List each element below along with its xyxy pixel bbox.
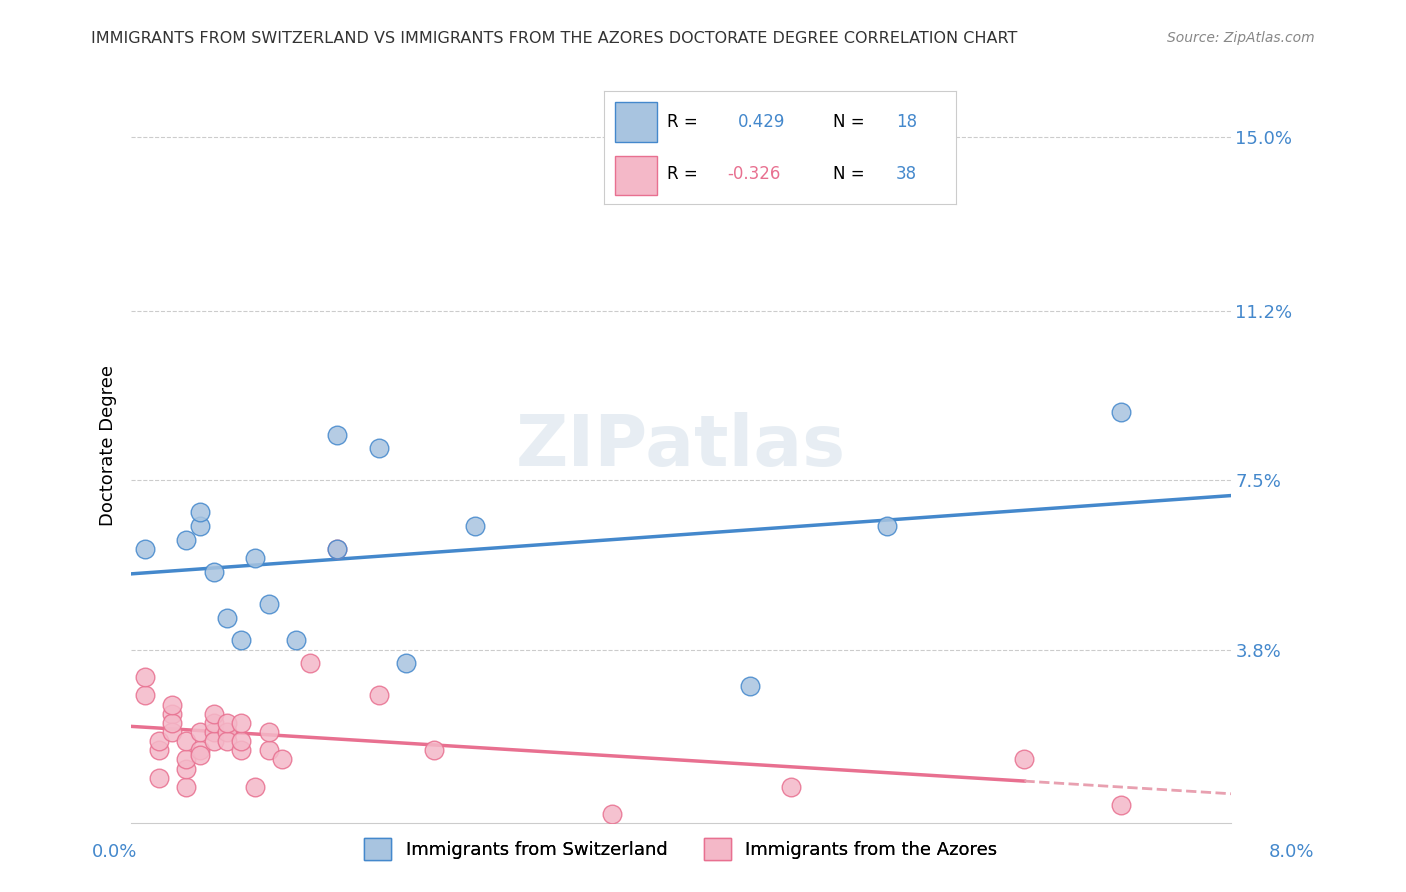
Point [326,541,349,556]
Legend: Immigrants from Switzerland, Immigrants from the Azores: Immigrants from Switzerland, Immigrants … [357,830,1005,867]
Point [188,505,211,519]
Point [422,743,444,757]
Text: 0.0%: 0.0% [91,843,136,861]
Text: 8.0%: 8.0% [1270,843,1315,861]
Point [326,427,349,442]
Point [1014,752,1036,766]
Point [174,533,197,547]
Point [600,807,623,822]
Point [162,715,184,730]
Point [148,771,170,785]
Point [779,780,801,794]
Point [464,519,486,533]
Point [148,743,170,757]
Point [1109,798,1132,813]
Point [217,610,239,624]
Point [326,541,349,556]
Point [738,679,761,693]
Text: ZIPatlas: ZIPatlas [516,411,846,481]
Point [162,706,184,721]
Point [298,657,321,671]
Y-axis label: Doctorate Degree: Doctorate Degree [100,366,117,526]
Point [217,715,239,730]
Point [188,743,211,757]
Point [231,715,253,730]
Point [148,734,170,748]
Point [243,551,266,566]
Point [257,597,280,611]
Point [162,698,184,712]
Point [202,715,225,730]
Point [134,541,156,556]
Point [162,725,184,739]
Point [174,780,197,794]
Point [367,442,389,456]
Point [257,725,280,739]
Point [367,689,389,703]
Point [1109,405,1132,419]
Point [202,725,225,739]
Point [202,565,225,579]
Point [285,633,308,648]
Point [188,519,211,533]
Point [202,734,225,748]
Point [395,657,418,671]
Point [243,780,266,794]
Point [217,734,239,748]
Text: Source: ZipAtlas.com: Source: ZipAtlas.com [1167,31,1315,45]
Point [271,752,294,766]
Point [202,706,225,721]
Point [188,725,211,739]
Point [134,689,156,703]
Point [231,734,253,748]
Point [876,519,898,533]
Point [174,734,197,748]
Point [257,743,280,757]
Point [231,633,253,648]
Point [231,743,253,757]
Point [134,670,156,684]
Point [217,725,239,739]
Point [174,752,197,766]
Point [174,762,197,776]
Point [188,747,211,762]
Text: IMMIGRANTS FROM SWITZERLAND VS IMMIGRANTS FROM THE AZORES DOCTORATE DEGREE CORRE: IMMIGRANTS FROM SWITZERLAND VS IMMIGRANT… [91,31,1018,46]
